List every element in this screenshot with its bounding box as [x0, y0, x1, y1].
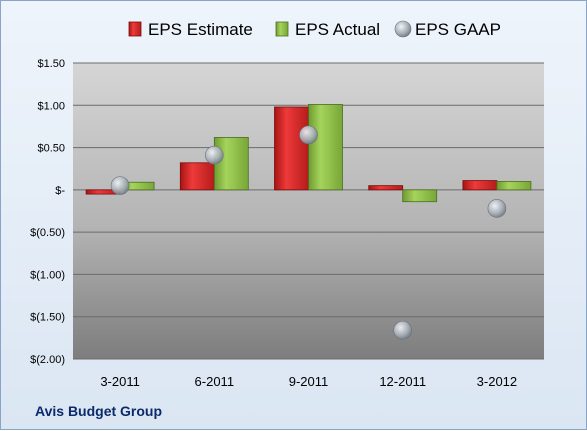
x-tick-label: 3-2012 [477, 374, 517, 389]
eps-gaap-marker [110, 176, 130, 195]
y-tick-label: $1.00 [37, 100, 65, 112]
y-tick-label: $(1.50) [30, 312, 65, 324]
eps-actual-bar [308, 104, 343, 191]
x-tick-label: 6-2011 [195, 374, 235, 389]
legend-swatch [394, 20, 412, 38]
legend-label: EPS GAAP [415, 20, 501, 39]
y-tick-label: $(2.00) [30, 354, 65, 366]
x-tick-label: 12-2011 [379, 374, 426, 389]
y-tick-label: $1.50 [37, 58, 65, 70]
eps-gaap-marker [299, 125, 318, 145]
legend-swatch [128, 21, 142, 37]
eps-gaap-marker [393, 320, 413, 340]
eps-actual-bar [402, 189, 438, 203]
legend-label: EPS Estimate [148, 20, 253, 39]
y-tick-label: $(1.00) [30, 269, 65, 281]
legend: EPS Estimate EPS Actual EPS GAAP [128, 20, 501, 39]
x-axis-ticks: 3-2011 6-2011 9-2011 12-2011 3-2012 [100, 374, 517, 389]
x-tick-label: 9-2011 [289, 374, 329, 389]
eps-estimate-bar [179, 162, 215, 191]
y-tick-label: $(0.50) [30, 227, 65, 239]
eps-estimate-bar [274, 106, 309, 191]
y-tick-label: $- [55, 185, 65, 197]
gaap-markers [110, 125, 507, 340]
eps-gaap-marker [487, 199, 507, 218]
legend-swatch [275, 21, 289, 37]
eps-estimate-bar [462, 180, 498, 191]
company-label: Avis Budget Group [35, 403, 163, 419]
eps-gaap-marker [205, 145, 224, 165]
eps-actual-bar [213, 137, 249, 191]
bars [85, 104, 532, 203]
x-tick-label: 3-2011 [100, 374, 140, 389]
legend-label: EPS Actual [295, 20, 380, 39]
eps-actual-bar [496, 180, 532, 191]
eps-estimate-bar [368, 185, 404, 191]
y-axis-ticks: $1.50 $1.00 $0.50 $- $(0.50) $(1.00) $(1.50) $(… [30, 58, 65, 366]
y-tick-label: $0.50 [37, 143, 65, 155]
